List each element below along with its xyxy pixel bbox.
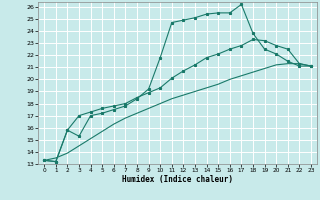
X-axis label: Humidex (Indice chaleur): Humidex (Indice chaleur) <box>122 175 233 184</box>
